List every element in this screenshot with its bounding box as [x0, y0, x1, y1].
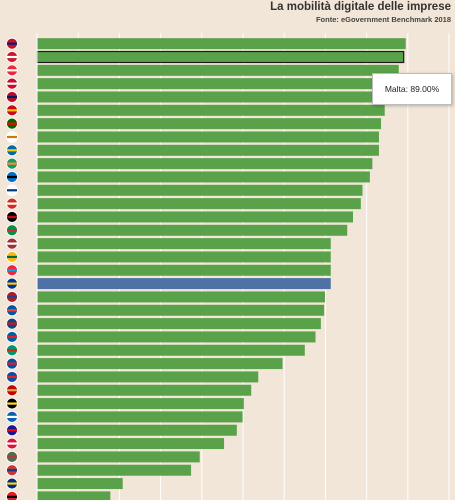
slovenia-flag-icon-stripe: [7, 335, 17, 339]
bar[interactable]: [37, 478, 123, 490]
bar[interactable]: [37, 238, 331, 250]
albania-flag-icon: [6, 490, 18, 500]
croatia-flag-icon-stripe: [7, 429, 17, 432]
bar[interactable]: [37, 211, 354, 223]
bar[interactable]: [37, 371, 259, 383]
bar[interactable]: [37, 411, 243, 423]
chart-source: Fonte: eGovernment Benchmark 2018: [315, 15, 451, 24]
luxembourg-flag-icon-stripe: [7, 269, 17, 272]
eu-flag-icon-stripe: [7, 282, 17, 285]
france-flag-icon-stripe: [7, 309, 17, 312]
malta-flag-icon-stripe: [7, 55, 17, 59]
bar[interactable]: [37, 118, 382, 130]
greece-flag-icon-stripe: [7, 415, 17, 419]
germany-flag-icon-stripe: [7, 215, 17, 219]
montenegro-flag-icon-stripe: [7, 389, 17, 392]
bar[interactable]: [37, 91, 390, 103]
hungary-flag-icon-stripe: [7, 455, 17, 458]
uk-flag-icon-stripe: [7, 42, 17, 45]
bar[interactable]: [37, 331, 316, 343]
iceland-flag-icon-stripe: [7, 362, 17, 365]
bar[interactable]: [37, 198, 361, 210]
bar[interactable]: [37, 104, 385, 116]
switzerland-flag-icon-stripe: [7, 202, 17, 205]
serbia-flag-icon-stripe: [7, 469, 17, 472]
belgium-flag-icon-stripe: [7, 402, 17, 405]
austria-flag-icon-stripe: [7, 69, 17, 72]
netherlands-flag-icon-stripe: [7, 295, 17, 299]
sweden-flag-icon-stripe: [7, 149, 17, 152]
romania-flag-icon-stripe: [7, 482, 17, 485]
latvia-flag-icon-stripe: [7, 242, 17, 245]
bar[interactable]: [37, 491, 111, 500]
bar[interactable]: [37, 304, 325, 316]
bulgaria-flag-icon-stripe: [7, 349, 17, 352]
poland-flag-icon-stripe: [7, 442, 17, 445]
ireland-flag-icon-stripe: [7, 162, 17, 165]
bar[interactable]: [37, 158, 373, 170]
bar[interactable]: [36, 50, 405, 64]
bar[interactable]: [37, 171, 370, 183]
bar[interactable]: [37, 38, 406, 50]
czechia-flag-icon-stripe: [7, 322, 17, 325]
bar[interactable]: [37, 398, 244, 410]
bar[interactable]: [37, 464, 192, 476]
bar[interactable]: [37, 384, 252, 396]
bar[interactable]: [37, 358, 283, 370]
tooltip: Malta: 89.00%: [372, 73, 452, 105]
bar-highlighted[interactable]: [37, 278, 331, 290]
bar[interactable]: [37, 184, 363, 196]
italy-flag-icon-stripe: [7, 229, 17, 232]
bar[interactable]: [37, 131, 379, 143]
portugal-flag-icon-stripe: [7, 122, 17, 125]
bar[interactable]: [37, 251, 331, 263]
chart-title: La mobilità digitale delle imprese: [270, 1, 451, 13]
denmark-flag-icon-stripe: [7, 82, 17, 85]
norway-flag-icon-stripe: [7, 95, 17, 99]
bar[interactable]: [37, 318, 321, 330]
lithuania-flag-icon-stripe: [7, 255, 17, 259]
albania-flag-icon-stripe: [7, 495, 17, 498]
bar[interactable]: [37, 144, 379, 156]
bar[interactable]: [37, 78, 393, 90]
slovakia-flag-icon-stripe: [7, 375, 17, 379]
spain-flag-icon-stripe: [7, 109, 17, 112]
bar[interactable]: [37, 64, 399, 76]
bar[interactable]: [37, 451, 200, 463]
bar[interactable]: [37, 264, 331, 276]
estonia-flag-icon-stripe: [7, 175, 17, 179]
bar[interactable]: [37, 224, 348, 236]
bar[interactable]: [37, 424, 237, 436]
cyprus-flag-icon-stripe: [7, 135, 17, 139]
finland-flag-icon-stripe: [7, 189, 17, 192]
bar[interactable]: [37, 438, 225, 450]
bar[interactable]: [37, 344, 305, 356]
bar[interactable]: [37, 291, 325, 303]
